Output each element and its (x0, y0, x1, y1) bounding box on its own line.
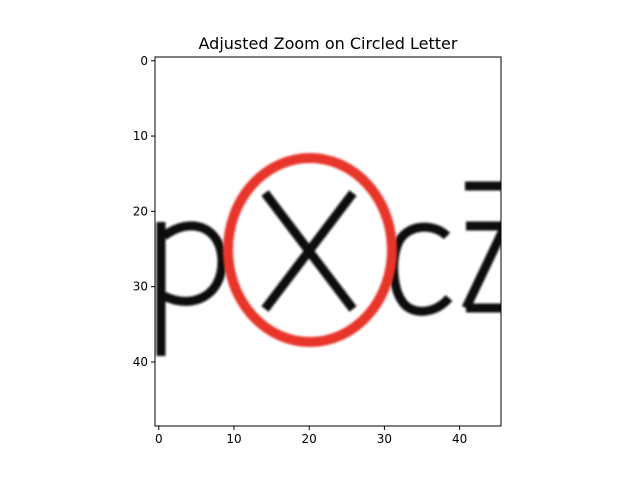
y-axis: 0 10 20 30 40 (133, 54, 155, 369)
x-tick-label: 10 (226, 432, 241, 446)
x-tick-label: 30 (377, 432, 392, 446)
x-axis: 0 10 20 30 40 (155, 426, 467, 446)
highlight-circle (223, 153, 397, 347)
y-tick-label: 20 (133, 204, 148, 218)
y-tick-label: 0 (140, 54, 148, 68)
letter-x-stroke-2 (261, 190, 357, 312)
y-tick-label: 10 (133, 129, 148, 143)
chart-title: Adjusted Zoom on Circled Letter (199, 34, 458, 53)
y-tick-label: 40 (133, 355, 148, 369)
letter-z (461, 181, 501, 313)
x-tick-label: 20 (302, 432, 317, 446)
axes-frame (154, 56, 502, 427)
y-tick-label: 30 (133, 280, 148, 294)
x-tick-label: 40 (452, 432, 467, 446)
zoomed-image (155, 57, 501, 426)
letter-p-bowl (161, 221, 227, 306)
image-background (155, 57, 501, 426)
x-tick-label: 0 (155, 432, 163, 446)
